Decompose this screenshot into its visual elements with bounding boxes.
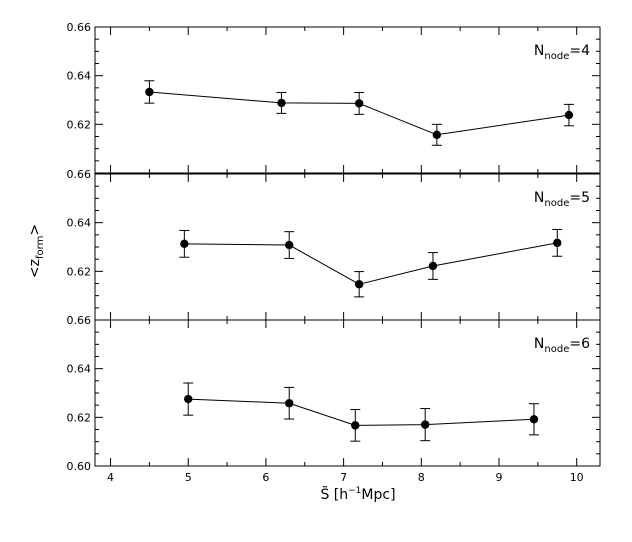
- series-line: [188, 398, 534, 426]
- data-point: [529, 415, 539, 424]
- x-tick-label: 7: [340, 471, 347, 484]
- data-point: [285, 240, 294, 250]
- x-axis-title-rest: Mpc]: [361, 487, 395, 503]
- x-axis-title-sup: −1: [348, 486, 361, 496]
- plot-area: 0.620.640.66Nnode=40.620.640.66Nnode=50.…: [67, 21, 601, 484]
- y-axis-title-close: >: [27, 224, 43, 236]
- data-point: [428, 261, 438, 271]
- data-point: [354, 280, 364, 289]
- panel-label: Nnode=5: [534, 190, 590, 209]
- panel-frame: [94, 173, 601, 321]
- y-tick-label: 0.64: [67, 363, 92, 376]
- panel-3: 0.60 0.62 0.64 0.66 4 5 6 7 8 9 10 Nnode=6: [67, 314, 601, 484]
- y-tick-label: 0.64: [67, 70, 92, 83]
- panel-label: Nnode=4: [534, 43, 590, 62]
- x-tick-label: 9: [496, 471, 503, 484]
- data-point: [285, 399, 294, 408]
- panel-2: 0.62 0.64 0.66 Nnode=5: [67, 168, 601, 321]
- y-tick-label: 0.64: [67, 217, 92, 230]
- y-tick-label: 0.60: [67, 460, 92, 473]
- x-tick-label: 4: [107, 471, 114, 484]
- x-tick-label: 10: [570, 471, 584, 484]
- series-line: [184, 242, 558, 285]
- data-point: [145, 87, 154, 97]
- x-tick-label: 6: [262, 471, 269, 484]
- y-tick-label: 0.66: [67, 168, 92, 181]
- data-point: [180, 239, 189, 249]
- data-point: [553, 238, 562, 248]
- panel-label: Nnode=6: [534, 336, 590, 355]
- data-point: [564, 110, 574, 120]
- panel-1: 0.62 0.64 0.66 Nnode=4: [67, 21, 601, 174]
- y-axis-title-open: <z: [27, 259, 43, 278]
- y-tick-label: 0.66: [67, 21, 92, 34]
- y-tick-label: 0.66: [67, 314, 92, 327]
- data-point: [432, 130, 442, 139]
- data-point: [184, 394, 193, 404]
- x-axis-title-base: S̃ [h: [320, 486, 348, 503]
- y-tick-label: 0.62: [67, 265, 92, 278]
- data-point: [420, 420, 430, 429]
- panel-frame: [94, 26, 601, 174]
- y-tick-label: 0.62: [67, 118, 92, 131]
- y-axis-title-sub: form: [35, 236, 46, 259]
- x-tick-label: 8: [418, 471, 425, 484]
- data-point: [277, 98, 286, 108]
- data-point: [351, 421, 360, 430]
- x-tick-label: 5: [185, 471, 192, 484]
- panel-frame: [94, 319, 601, 467]
- y-axis-title: <zform>: [27, 224, 46, 278]
- data-point: [354, 99, 364, 108]
- x-axis-title: S̃ [h−1Mpc]: [320, 486, 395, 503]
- y-tick-label: 0.62: [67, 411, 92, 424]
